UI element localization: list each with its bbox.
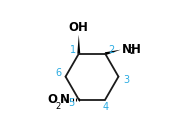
- Text: N: N: [60, 93, 70, 106]
- Text: 4: 4: [102, 102, 108, 112]
- Text: 5: 5: [69, 98, 75, 108]
- Polygon shape: [77, 35, 80, 54]
- Text: O: O: [47, 93, 57, 106]
- Text: 3: 3: [123, 75, 129, 85]
- Text: 2: 2: [108, 45, 114, 55]
- Polygon shape: [105, 50, 121, 55]
- Text: 1: 1: [70, 45, 76, 55]
- Text: OH: OH: [69, 21, 89, 34]
- Text: 6: 6: [55, 68, 61, 78]
- Text: 2: 2: [129, 47, 135, 56]
- Text: NH: NH: [121, 43, 141, 56]
- Text: 2: 2: [55, 102, 61, 111]
